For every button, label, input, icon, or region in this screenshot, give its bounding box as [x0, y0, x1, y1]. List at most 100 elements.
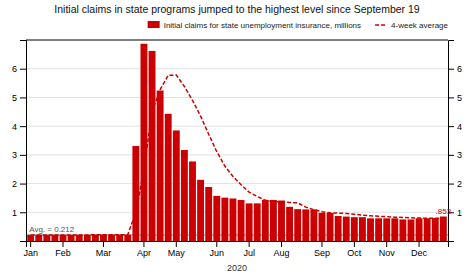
y2-tick-label: 4 [457, 122, 462, 132]
y-tick-mark [20, 155, 26, 156]
legend-swatch [148, 21, 160, 28]
chart: JanFebMarAprMayJunJulAugSepOctNovDec1234… [0, 0, 474, 277]
x-tick-mark [176, 241, 177, 247]
y-tick: 6 [12, 64, 26, 74]
x-tick-mark [281, 241, 282, 247]
x-tick-mark [30, 241, 31, 247]
bar [173, 130, 180, 241]
x-tick-label: Dec [411, 248, 428, 258]
x-tick-mark [103, 241, 104, 247]
bar [189, 161, 196, 241]
x-tick: Feb [55, 241, 71, 258]
legend: Initial claims for state unemployment in… [148, 21, 449, 30]
y2-tick-mark [448, 126, 454, 127]
bar [375, 218, 382, 241]
y2-tick: 5 [448, 93, 462, 103]
grid-line [26, 126, 448, 127]
y2-tick: 3 [448, 150, 462, 160]
bar [68, 235, 75, 241]
marks [26, 44, 448, 241]
x-tick-mark [354, 241, 355, 247]
x-tick-mark [216, 241, 217, 247]
bar [35, 235, 42, 241]
bar [51, 235, 58, 241]
y-tick-mark [20, 126, 26, 127]
y-tick: 3 [12, 150, 26, 160]
legend-item: Initial claims for state unemployment in… [148, 21, 361, 30]
bar [262, 200, 269, 241]
x-tick-label: Oct [347, 248, 362, 258]
y-tick-label: 4 [12, 122, 17, 132]
y-tick: 2 [12, 179, 26, 189]
bar [302, 209, 309, 241]
y2-tick-label: 3 [457, 150, 462, 160]
bar [351, 217, 358, 241]
x-tick: Dec [411, 241, 428, 258]
bar [424, 218, 431, 241]
y-tick-mark [20, 97, 26, 98]
bar [60, 235, 67, 241]
x-tick: Sep [314, 241, 330, 258]
bar [310, 209, 317, 241]
average-line-series [31, 75, 444, 235]
y-tick: 4 [12, 122, 26, 132]
bar [124, 235, 131, 241]
x-tick-label: Sep [314, 248, 330, 258]
x-tick-mark [321, 241, 322, 247]
bar [399, 219, 406, 241]
bar [246, 203, 253, 241]
x-tick: Jan [23, 241, 38, 258]
bar [278, 201, 285, 241]
y-tick-mark [20, 69, 26, 70]
bar [383, 218, 390, 241]
x-tick-label: Nov [379, 248, 396, 258]
y2-tick: 6 [448, 64, 462, 74]
x-tick: Aug [273, 241, 289, 258]
bar [294, 209, 301, 241]
x-tick-label: Apr [137, 248, 151, 258]
bar [440, 217, 447, 241]
x-tick: Oct [347, 241, 362, 258]
grid-line [26, 154, 448, 155]
y-tick-mark [20, 212, 26, 213]
y2-tick-label: 2 [457, 179, 462, 189]
bar [327, 213, 334, 241]
y2-tick-mark [448, 184, 454, 185]
x-tick-label: Jan [23, 248, 38, 258]
y2-tick-mark [448, 69, 454, 70]
y-axis-line [20, 41, 27, 242]
x-tick-label: Mar [96, 248, 112, 258]
bar [132, 146, 139, 241]
y-tick-label: 1 [12, 208, 17, 218]
bar [391, 218, 398, 241]
plot-frame-top [26, 40, 448, 41]
legend-label: Initial claims for state unemployment in… [164, 21, 361, 30]
y-axis: 1 2 3 4 5 6 [12, 41, 27, 242]
x-axis: JanFebMarAprMayJunJulAugSepOctNovDec [23, 241, 448, 258]
grid-line [26, 97, 448, 98]
x-tick-mark [249, 241, 250, 247]
data-label: .853 [436, 207, 452, 216]
bar [432, 218, 439, 241]
x-tick: Apr [137, 241, 151, 258]
bar [181, 150, 188, 241]
bar [408, 219, 415, 241]
bar [92, 235, 99, 241]
bar [116, 235, 123, 241]
bar [238, 200, 245, 241]
y-tick-label: 6 [12, 64, 17, 74]
x-axis-line [27, 242, 449, 248]
y-tick-label: 5 [12, 93, 17, 103]
bar [254, 203, 261, 241]
x-tick-label: Feb [55, 248, 71, 258]
plot: JanFebMarAprMayJunJulAugSepOctNovDec1234… [12, 40, 462, 258]
bar [141, 44, 148, 241]
bar [221, 198, 228, 241]
bar [100, 235, 107, 241]
bar [157, 91, 164, 241]
x-tick: May [168, 241, 186, 258]
y2-tick-mark [448, 97, 454, 98]
x-tick-label: Jun [210, 248, 225, 258]
x-tick-mark [419, 241, 420, 247]
y2-tick: 2 [448, 179, 462, 189]
